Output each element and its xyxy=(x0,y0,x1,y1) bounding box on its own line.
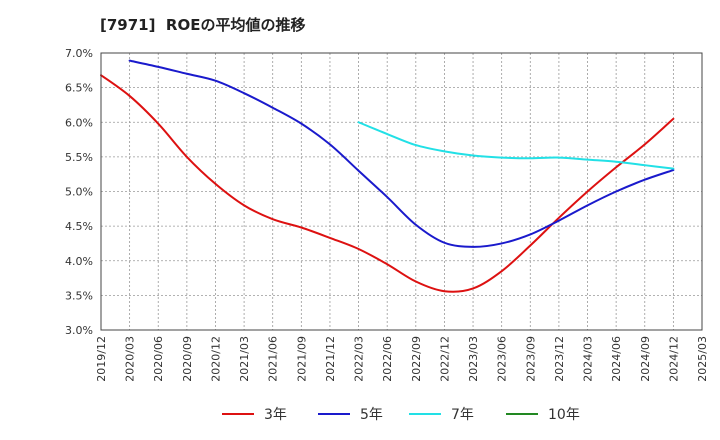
x-tick-label: 2023/03 xyxy=(467,336,480,382)
plot-frame xyxy=(100,52,703,331)
x-tick-label: 2021/06 xyxy=(267,336,280,382)
chart-title: [7971] ROEの平均値の推移 xyxy=(100,16,306,34)
x-tick-label: 2022/09 xyxy=(410,336,423,382)
x-tick-label: 2020/12 xyxy=(209,336,222,382)
x-tick-label: 2023/09 xyxy=(524,336,537,382)
series-line-2 xyxy=(357,121,675,170)
x-tick-label: 2024/12 xyxy=(667,336,680,382)
x-tick-label: 2025/03 xyxy=(696,336,709,382)
y-tick-label: 5.0% xyxy=(65,186,93,199)
y-tick-label: 7.0% xyxy=(65,47,93,60)
y-tick-label: 6.0% xyxy=(65,116,93,129)
legend-label-0: 3年 xyxy=(264,407,287,423)
grid-lines xyxy=(100,52,703,331)
y-tick-label: 4.0% xyxy=(65,255,93,268)
legend: 3年 5年 7年 10年 xyxy=(222,407,580,423)
x-tick-label: 2023/06 xyxy=(496,336,509,382)
legend-label-2: 7年 xyxy=(451,407,474,423)
x-tick-label: 2021/09 xyxy=(295,336,308,382)
x-tick-label: 2020/06 xyxy=(152,336,165,382)
y-axis-tick-labels: 3.0% 3.5% 4.0% 4.5% 5.0% 5.5% 6.0% 6.5% 7.0% xyxy=(65,47,93,337)
x-tick-label: 2020/09 xyxy=(181,336,194,382)
series-lines xyxy=(100,59,675,293)
x-tick-label: 2021/12 xyxy=(324,336,337,382)
y-tick-label: 6.5% xyxy=(65,82,93,95)
x-tick-label: 2022/06 xyxy=(381,336,394,382)
series-line-1 xyxy=(128,59,675,248)
x-tick-label: 2022/12 xyxy=(438,336,451,382)
series-line-0 xyxy=(100,74,675,293)
x-tick-label: 2024/06 xyxy=(610,336,623,382)
x-tick-label: 2020/03 xyxy=(124,336,137,382)
x-tick-label: 2023/12 xyxy=(553,336,566,382)
y-tick-label: 5.5% xyxy=(65,151,93,164)
x-tick-label: 2024/03 xyxy=(582,336,595,382)
x-tick-label: 2021/03 xyxy=(238,336,251,382)
y-tick-label: 4.5% xyxy=(65,220,93,233)
legend-label-1: 5年 xyxy=(360,407,383,423)
x-tick-label: 2024/09 xyxy=(639,336,652,382)
y-tick-label: 3.0% xyxy=(65,324,93,337)
x-axis-tick-labels: 2019/12 2020/03 2020/06 2020/09 2020/12 2021/… xyxy=(95,336,709,382)
y-tick-label: 3.5% xyxy=(65,289,93,302)
x-tick-label: 2022/03 xyxy=(353,336,366,382)
x-tick-label: 2019/12 xyxy=(95,336,108,382)
legend-label-3: 10年 xyxy=(548,407,580,423)
